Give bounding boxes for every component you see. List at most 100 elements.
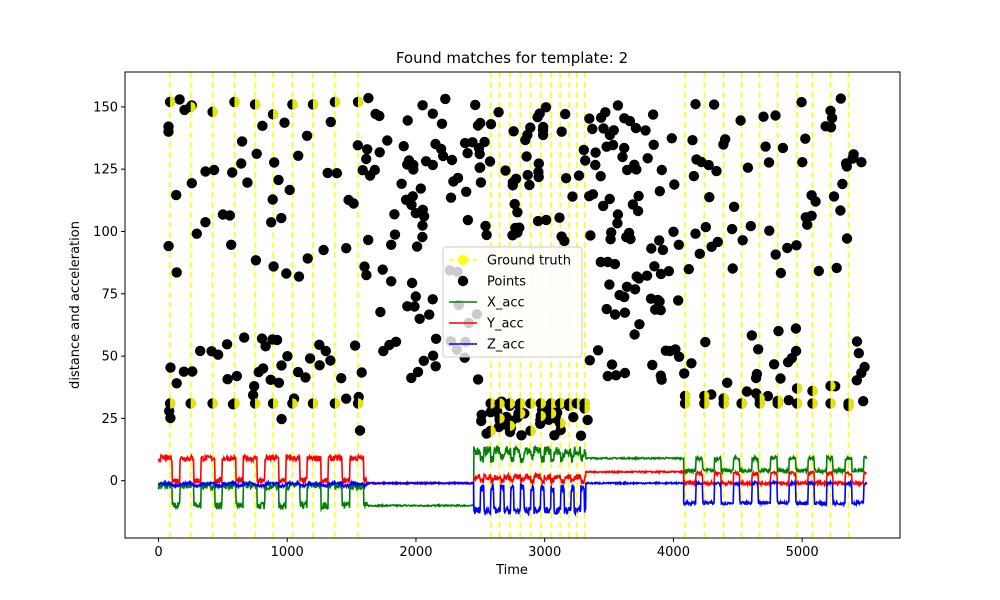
scatter-point: [856, 157, 867, 168]
scatter-point: [301, 130, 313, 141]
scatter-point: [163, 121, 174, 132]
scatter-point: [325, 355, 336, 366]
scatter-point: [507, 230, 518, 241]
scatter-point: [663, 266, 675, 277]
scatter-point: [304, 353, 316, 364]
scatter-point: [741, 386, 753, 397]
scatter-point: [575, 430, 587, 441]
scatter-point: [606, 227, 617, 238]
ground-truth-marker: [509, 420, 516, 432]
scatter-point: [427, 294, 438, 305]
scatter-point: [656, 164, 667, 176]
ground-truth-marker: [759, 393, 765, 404]
scatter-point: [406, 199, 417, 211]
scatter-point: [242, 177, 253, 188]
scatter-point: [654, 186, 665, 197]
scatter-point: [178, 366, 190, 377]
legend-marker-points: [457, 275, 469, 287]
scatter-point: [573, 170, 585, 181]
ground-truth-marker: [540, 410, 547, 422]
scatter-point: [276, 360, 287, 371]
y-tick-label: 0: [110, 474, 118, 489]
scatter-point: [187, 366, 198, 377]
scatter-point: [669, 179, 680, 190]
scatter-point: [485, 119, 497, 130]
scatter-point: [584, 113, 595, 124]
scatter-point: [396, 178, 407, 189]
scatter-point: [775, 373, 786, 384]
scatter-point: [403, 155, 415, 166]
scatter-point: [500, 165, 511, 176]
scatter-point: [436, 118, 448, 129]
scatter-point: [751, 368, 763, 380]
ground-truth-marker: [255, 398, 261, 409]
scatter-point: [600, 107, 611, 118]
scatter-point: [440, 93, 451, 105]
scatter-point: [253, 366, 264, 378]
scatter-point: [764, 225, 775, 236]
scatter-point: [247, 389, 259, 401]
scatter-point: [582, 414, 593, 426]
scatter-point: [800, 133, 811, 144]
ground-truth-lines: [169, 72, 850, 538]
scatter-point: [532, 112, 543, 123]
scatter-point: [480, 220, 491, 232]
scatter-point: [484, 156, 496, 167]
ground-truth-marker: [170, 96, 176, 108]
scatter-point: [847, 153, 858, 164]
scatter-point: [763, 157, 775, 168]
scatter-point: [619, 291, 630, 303]
ground-truth-marker: [234, 96, 240, 108]
scatter-point: [630, 122, 642, 134]
scatter-point: [417, 220, 428, 231]
ground-truth-marker: [358, 398, 364, 409]
scatter-point: [609, 309, 621, 320]
scatter-point: [835, 205, 846, 216]
ground-truth-marker: [190, 398, 196, 409]
scatter-point: [363, 92, 374, 104]
scatter-point: [532, 215, 544, 227]
scatter-point: [585, 230, 596, 241]
scatter-point: [831, 262, 842, 274]
scatter-point: [389, 209, 400, 220]
scatter-point: [479, 136, 490, 148]
scatter-point: [410, 208, 421, 219]
scatter-point: [825, 122, 837, 133]
scatter-point: [737, 235, 748, 246]
scatter-point: [686, 358, 697, 369]
ground-truth-marker: [797, 398, 803, 409]
scatter-point: [619, 142, 630, 154]
scatter-point: [325, 116, 336, 128]
scatter-point: [410, 291, 421, 302]
scatter-point: [782, 242, 793, 254]
ground-truth-marker: [312, 398, 319, 409]
scatter-point: [481, 229, 492, 241]
scatter-point: [430, 138, 441, 150]
x-tick-label: 4000: [657, 545, 690, 560]
legend-label: Points: [487, 275, 526, 290]
scatter-point: [265, 374, 276, 385]
scatter-point: [525, 122, 536, 133]
scatter-point: [617, 151, 628, 163]
scatter-point: [402, 115, 413, 126]
scatter-point: [853, 348, 864, 359]
scatter-point: [813, 265, 824, 277]
scatter-point: [414, 313, 425, 324]
scatter-point: [612, 218, 623, 229]
scatter-point: [587, 123, 598, 135]
scatter-point: [768, 359, 780, 370]
scatter-point: [281, 268, 292, 279]
scatter-point: [448, 176, 459, 187]
scatter-point: [541, 214, 552, 226]
plot-frame: [124, 71, 901, 539]
ground-truth-marker: [741, 398, 747, 409]
legend: Ground truth Points X_acc Y_acc Z_acc: [442, 246, 583, 358]
ground-truth-marker: [530, 398, 536, 409]
scatter-point: [257, 120, 268, 131]
scatter-point: [524, 179, 535, 191]
scatter-point: [608, 125, 619, 136]
scatter-point: [722, 377, 733, 388]
scatter-point: [590, 159, 601, 171]
scatter-point: [621, 281, 633, 292]
scatter-point: [522, 169, 533, 181]
